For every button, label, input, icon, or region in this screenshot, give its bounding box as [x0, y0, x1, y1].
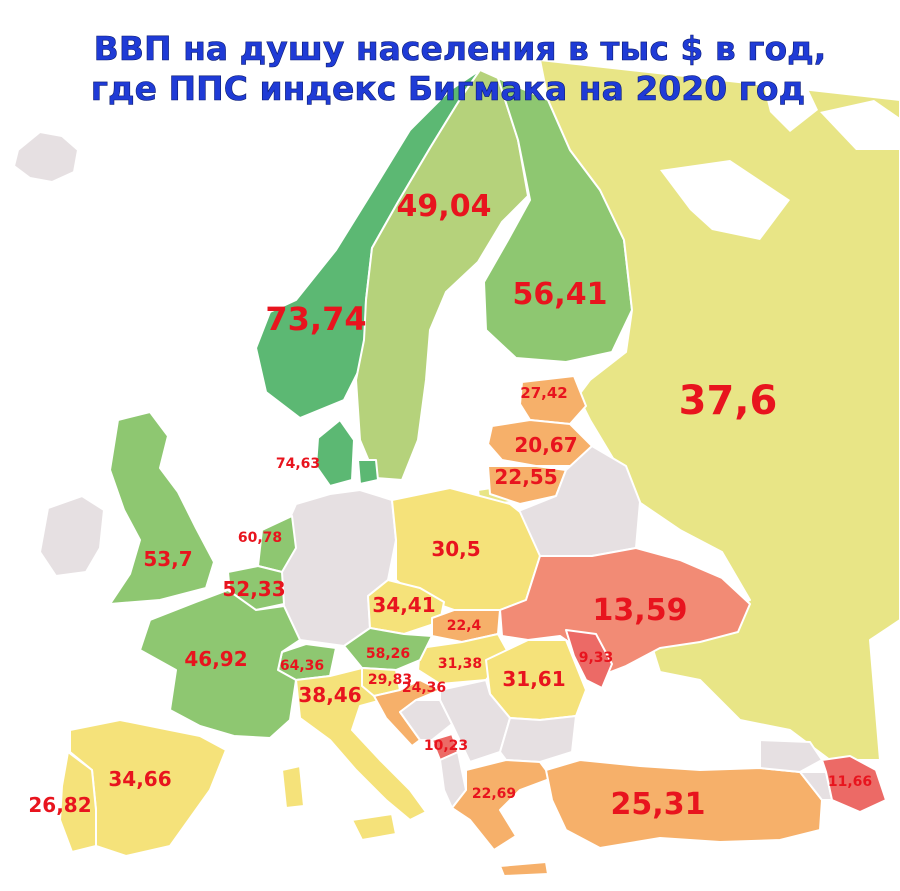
label-uk: 53,7 — [143, 547, 192, 571]
label-hungary: 31,38 — [438, 656, 482, 672]
country-georgia — [759, 739, 823, 773]
label-croatia: 24,36 — [402, 680, 446, 696]
country-italy-sicily — [351, 813, 397, 841]
country-greece-crete — [499, 861, 549, 877]
country-greece — [451, 759, 553, 851]
label-greece: 22,69 — [472, 786, 516, 802]
label-moldova: 9,33 — [579, 650, 614, 666]
country-uk — [109, 411, 215, 605]
label-montenegro: 10,23 — [424, 738, 468, 754]
label-denmark: 74,63 — [276, 456, 320, 472]
map-title-line1: ВВП на душу населения в тыс $ в год, — [94, 29, 827, 68]
country-denmark — [315, 419, 355, 487]
label-russia: 37,6 — [679, 378, 778, 424]
label-belgium: 52,33 — [222, 577, 285, 601]
label-romania: 31,61 — [502, 667, 565, 691]
label-italy: 38,46 — [298, 683, 361, 707]
label-portugal: 26,82 — [28, 793, 91, 817]
label-slovenia: 29,83 — [368, 672, 412, 688]
label-slovakia: 22,4 — [447, 618, 482, 634]
label-spain: 34,66 — [108, 767, 171, 791]
label-sweden: 49,04 — [397, 189, 492, 224]
label-lithuania: 22,55 — [494, 465, 557, 489]
country-turkey — [545, 759, 823, 849]
label-france: 46,92 — [184, 647, 247, 671]
country-denmark-islands — [357, 459, 379, 485]
sea-kara — [820, 100, 900, 150]
country-russia — [539, 59, 900, 761]
sea-pechora — [762, 72, 818, 132]
label-finland: 56,41 — [513, 277, 608, 312]
country-ireland — [39, 495, 105, 577]
label-turkey: 25,31 — [611, 787, 706, 822]
label-norway: 73,74 — [265, 300, 366, 338]
country-italy-sardinia — [281, 765, 305, 809]
label-austria: 58,26 — [366, 646, 410, 662]
country-ukraine — [499, 547, 751, 677]
label-ukraine: 13,59 — [593, 593, 688, 628]
country-bulgaria — [499, 715, 577, 763]
sea-white-sea — [660, 160, 790, 240]
label-azerbaijan: 11,66 — [828, 774, 872, 790]
label-switzerland: 64,36 — [280, 658, 324, 674]
country-iceland — [13, 131, 79, 183]
label-czechia: 34,41 — [372, 593, 435, 617]
label-poland: 30,5 — [431, 537, 480, 561]
country-sweden — [355, 69, 529, 481]
label-latvia: 20,67 — [514, 433, 577, 457]
country-moldova — [565, 629, 613, 689]
country-azerbaijan — [821, 755, 887, 813]
country-portugal — [59, 751, 97, 853]
label-netherlands: 60,78 — [238, 530, 282, 546]
country-netherlands — [257, 515, 297, 573]
map-title-line2: где ППС индекс Бигмака на 2020 год — [91, 69, 805, 108]
label-estonia: 27,42 — [520, 384, 567, 402]
